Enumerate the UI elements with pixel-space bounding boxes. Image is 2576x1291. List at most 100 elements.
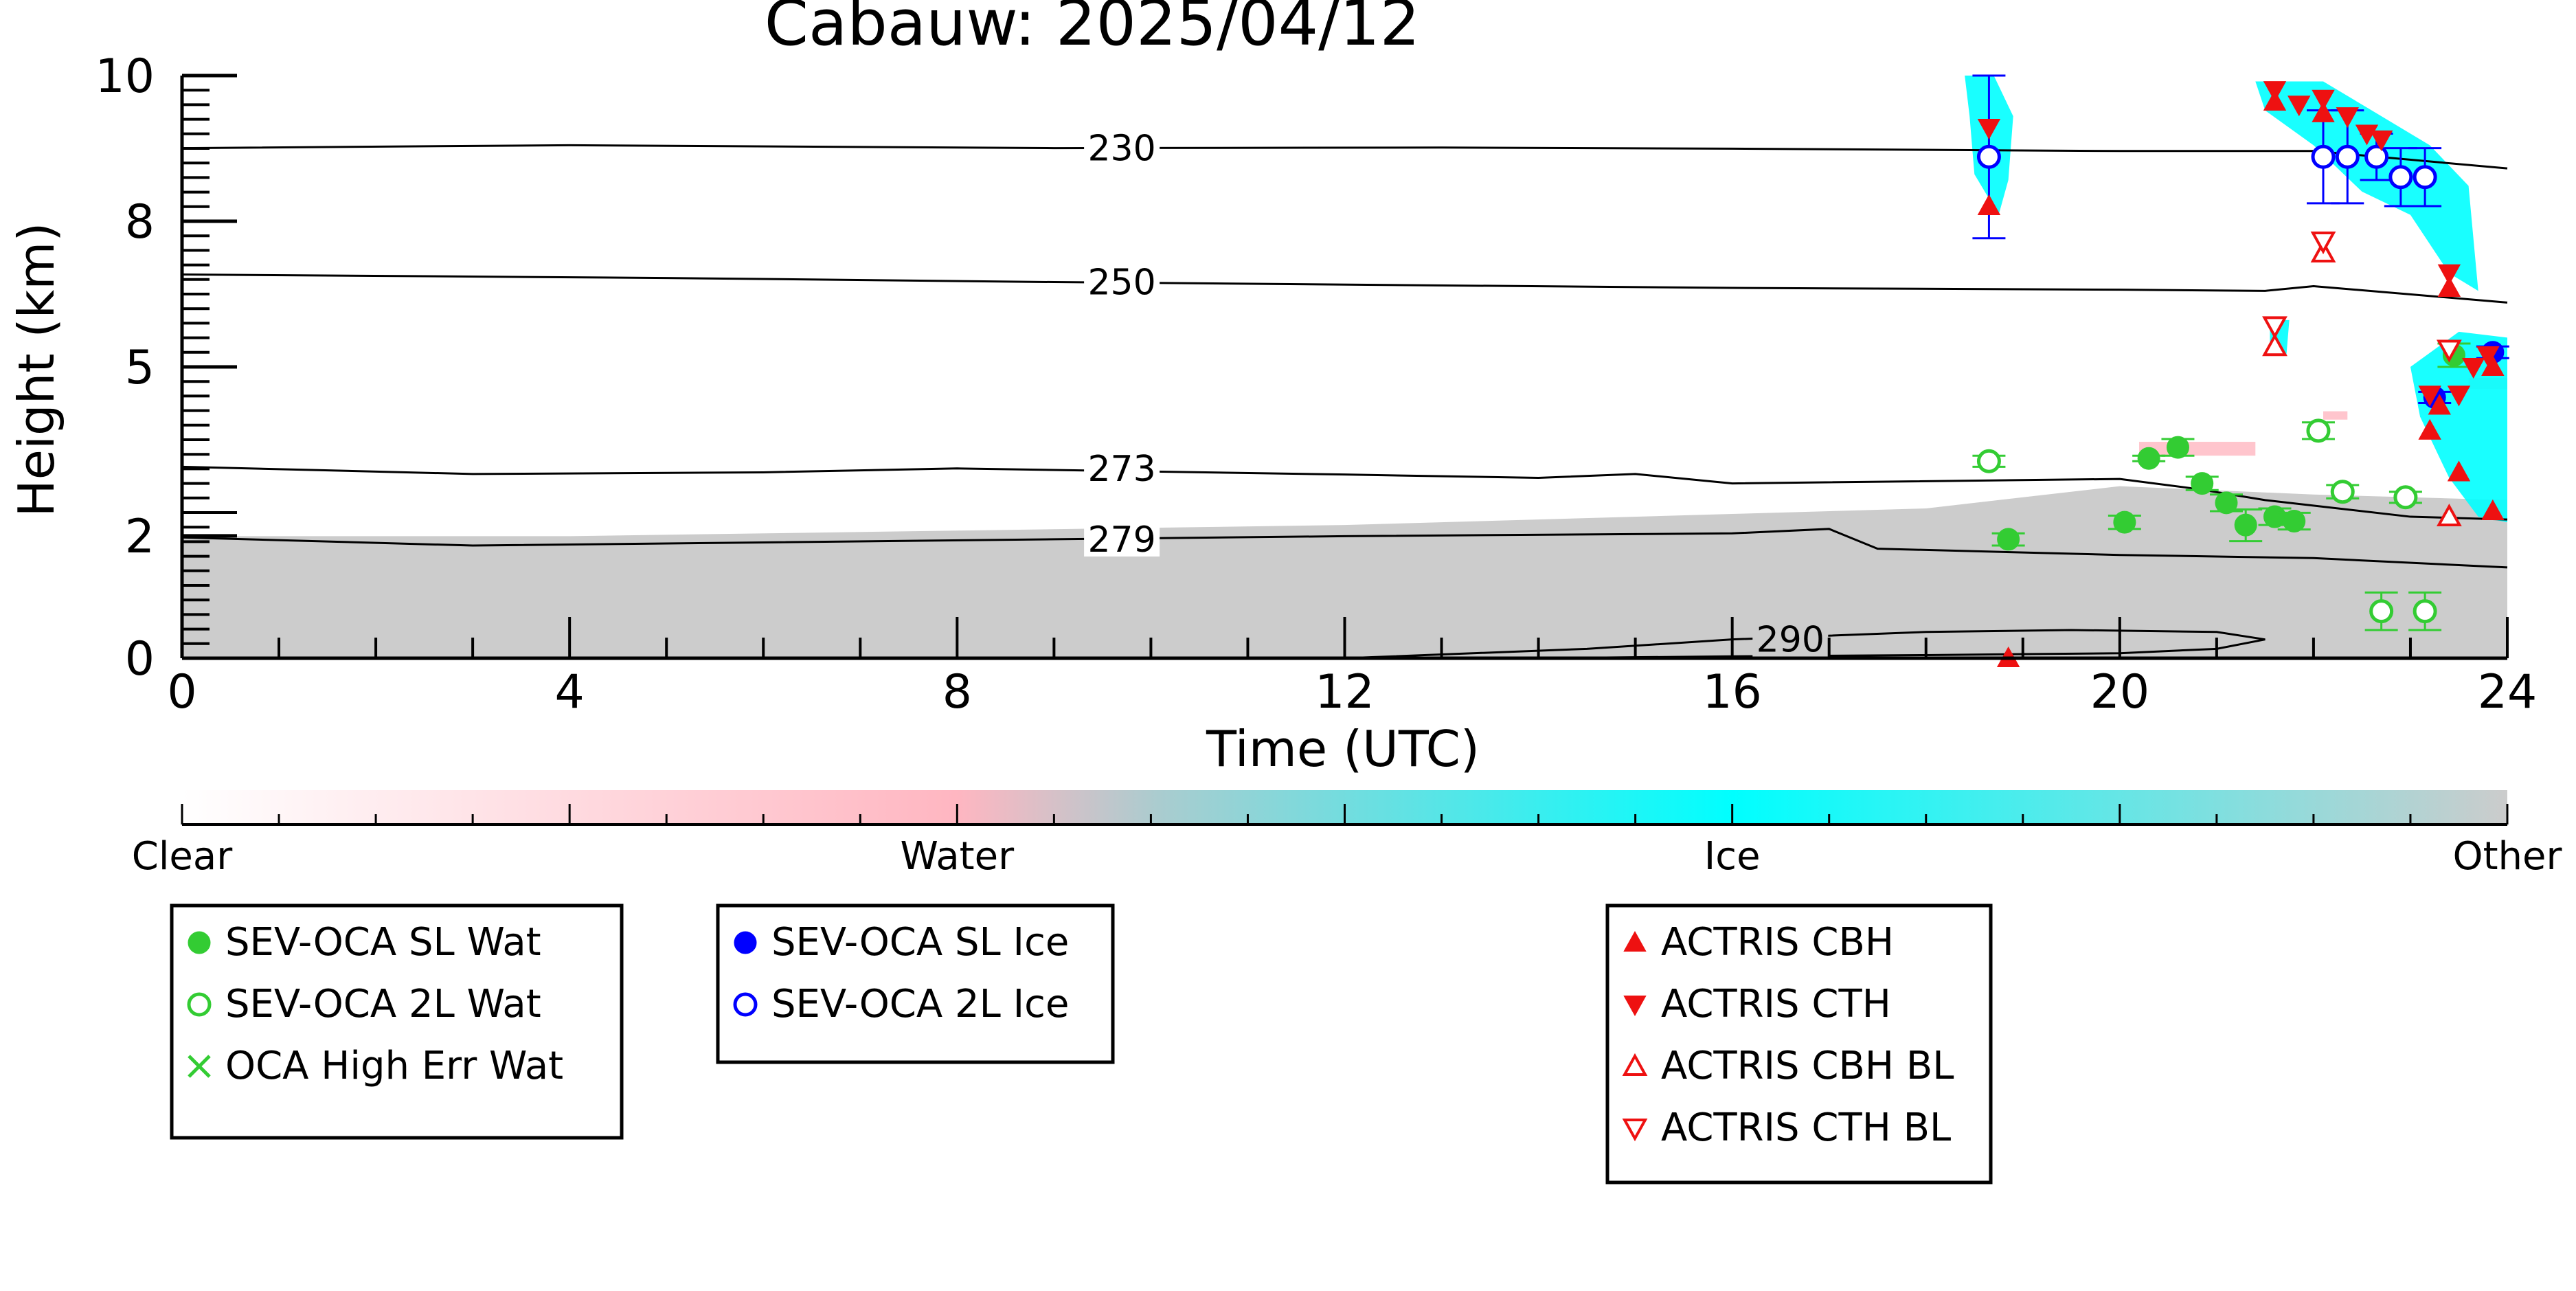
colorbar-label: Ice (1704, 834, 1761, 879)
data-point (2263, 505, 2286, 528)
data-point (2461, 358, 2485, 379)
legend-label: ACTRIS CTH (1661, 982, 1891, 1026)
y-tick-label: 0 (125, 632, 155, 686)
data-point (2436, 339, 2462, 363)
data-point (1976, 449, 2001, 473)
legend-frame (716, 903, 1115, 1064)
series-sev-oca-sl-wat (1991, 342, 2471, 551)
data-point (2287, 96, 2311, 117)
series-actris-cth-bl (2262, 231, 2462, 363)
data-point (2447, 460, 2471, 482)
legend-label: ACTRIS CTH BL (1661, 1105, 1951, 1150)
legend-box-2: SEV-OCA SL Ice SEV-OCA 2L Ice (716, 903, 1115, 1064)
legend-marker (187, 992, 212, 1017)
y-tick-label: 8 (125, 195, 155, 249)
series-actris-cth (1977, 81, 2500, 407)
data-point (2413, 165, 2437, 190)
data-point (1976, 144, 2001, 169)
data-point (2393, 485, 2418, 510)
legends: SEV-OCA SL Wat SEV-OCA 2L Wat OCA High Err… (170, 903, 1993, 1185)
data-point (2428, 394, 2451, 415)
contour-label-bg (1084, 518, 1160, 557)
data-point (2191, 472, 2214, 495)
data-point (2476, 346, 2500, 368)
data-point (1977, 194, 2001, 216)
data-point (2215, 491, 2238, 515)
y-tick-label: 5 (125, 341, 155, 395)
colorbar-label: Other (2452, 834, 2562, 879)
data-point (2263, 81, 2287, 102)
y-axis-label: Height (km) (8, 223, 65, 517)
water-region (2323, 411, 2348, 420)
data-point (2166, 436, 2189, 459)
colorbar-label: Water (901, 834, 1015, 879)
data-point (2312, 101, 2335, 122)
y-tick-label: 2 (125, 510, 155, 564)
data-series (1972, 74, 2509, 667)
other-region (182, 486, 2507, 658)
data-point (2418, 385, 2441, 407)
legend-frame (170, 903, 624, 1140)
colorbar-label: Clear (132, 834, 233, 879)
data-point (2137, 447, 2160, 470)
data-point (2436, 503, 2462, 527)
contour-label-bg (1752, 618, 1829, 657)
legend-box-1: SEV-OCA SL Wat SEV-OCA 2L Wat OCA High Err… (170, 903, 624, 1140)
legend-label: SEV-OCA SL Wat (225, 920, 541, 965)
data-point (2364, 144, 2389, 169)
data-point (2336, 107, 2359, 128)
legend-label: OCA High Err Wat (225, 1044, 563, 1088)
data-point (2413, 599, 2437, 624)
legend-marker (1623, 930, 1647, 952)
contour-line-290 (1344, 629, 2266, 660)
data-point (1977, 119, 2001, 140)
contour-label-bg (1084, 261, 1160, 300)
data-point (2283, 510, 2306, 533)
x-tick-label: 0 (167, 665, 196, 719)
contour-label-bg (1084, 447, 1160, 486)
classification-background (182, 76, 2507, 658)
data-point (2310, 231, 2336, 255)
series-sev-oca-2l-ice (1972, 74, 2442, 240)
legend-label: SEV-OCA 2L Wat (225, 982, 541, 1026)
contour-label-bg (1084, 127, 1160, 166)
data-point (2418, 418, 2441, 440)
series-sev-oca-2l-wat (1972, 418, 2442, 631)
data-point (2113, 510, 2136, 534)
legend-frame (1605, 903, 1993, 1185)
contour-label: 250 (1087, 262, 1155, 304)
y-tick-label: 10 (95, 49, 155, 104)
legend-box-3: ACTRIS CBH ACTRIS CTH ACTRIS CBH BL ACTRIS … (1605, 903, 1993, 1185)
contour-label: 273 (1087, 449, 1155, 490)
contour-line-230 (181, 144, 2508, 170)
data-point (2312, 89, 2335, 111)
legend-marker (1622, 1119, 1648, 1142)
legend-label: SEV-OCA 2L Ice (771, 982, 1069, 1026)
ice-region (2410, 331, 2507, 523)
data-point (2234, 513, 2257, 537)
x-tick-label: 16 (1702, 665, 1762, 719)
axes: 0 4 8 12 16 20 24 0 2 5 8 10 (95, 49, 2537, 719)
legend-marker (1623, 996, 1647, 1017)
data-point (2311, 144, 2336, 169)
data-point (2369, 599, 2394, 624)
contour-line-279 (181, 528, 2508, 569)
data-point (1997, 528, 2020, 551)
colorbar: Clear Water Ice Other (132, 790, 2562, 879)
x-tick-label: 12 (1315, 665, 1375, 719)
contour-label: 230 (1087, 128, 1155, 170)
data-point (2330, 480, 2355, 504)
x-tick-label: 4 (555, 665, 585, 719)
chart-title: Cabauw: 2025/04/12 (765, 0, 1420, 60)
contour-line-250 (181, 273, 2508, 304)
legend-label: SEV-OCA SL Ice (771, 920, 1069, 965)
legend-marker (734, 931, 757, 954)
data-point (2388, 165, 2413, 190)
data-point (2262, 316, 2287, 339)
legend-marker (733, 992, 758, 1017)
data-point (2437, 276, 2461, 298)
data-point (2355, 124, 2379, 146)
data-point (2335, 144, 2360, 169)
